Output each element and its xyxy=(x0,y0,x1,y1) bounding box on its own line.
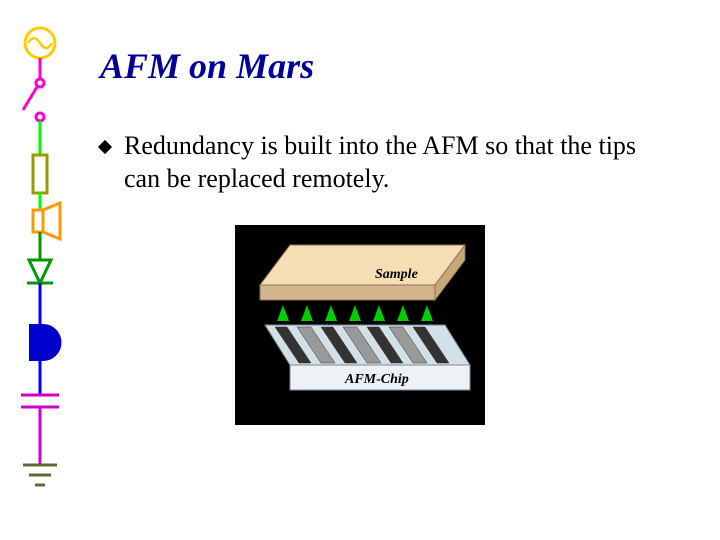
afm-diagram: Sample xyxy=(235,225,485,425)
sample-label: Sample xyxy=(375,267,418,282)
sidebar-circuit-icons xyxy=(15,25,65,515)
inductor-icon xyxy=(33,155,47,193)
bullet-marker-icon xyxy=(98,140,112,154)
chip-label: AFM-Chip xyxy=(344,372,409,387)
capacitor-icon xyxy=(21,395,59,407)
switch-icon xyxy=(23,87,37,110)
diode-icon xyxy=(27,260,53,283)
gate-icon xyxy=(30,325,61,360)
ground-icon xyxy=(23,465,57,485)
speaker-icon xyxy=(33,203,60,239)
slide-title: AFM on Mars xyxy=(100,45,314,87)
bullet-text: Redundancy is built into the AFM so that… xyxy=(124,130,660,195)
afm-chip-block: AFM-Chip xyxy=(265,325,470,390)
sample-block: Sample xyxy=(260,245,465,300)
bullet-item: Redundancy is built into the AFM so that… xyxy=(100,130,660,195)
